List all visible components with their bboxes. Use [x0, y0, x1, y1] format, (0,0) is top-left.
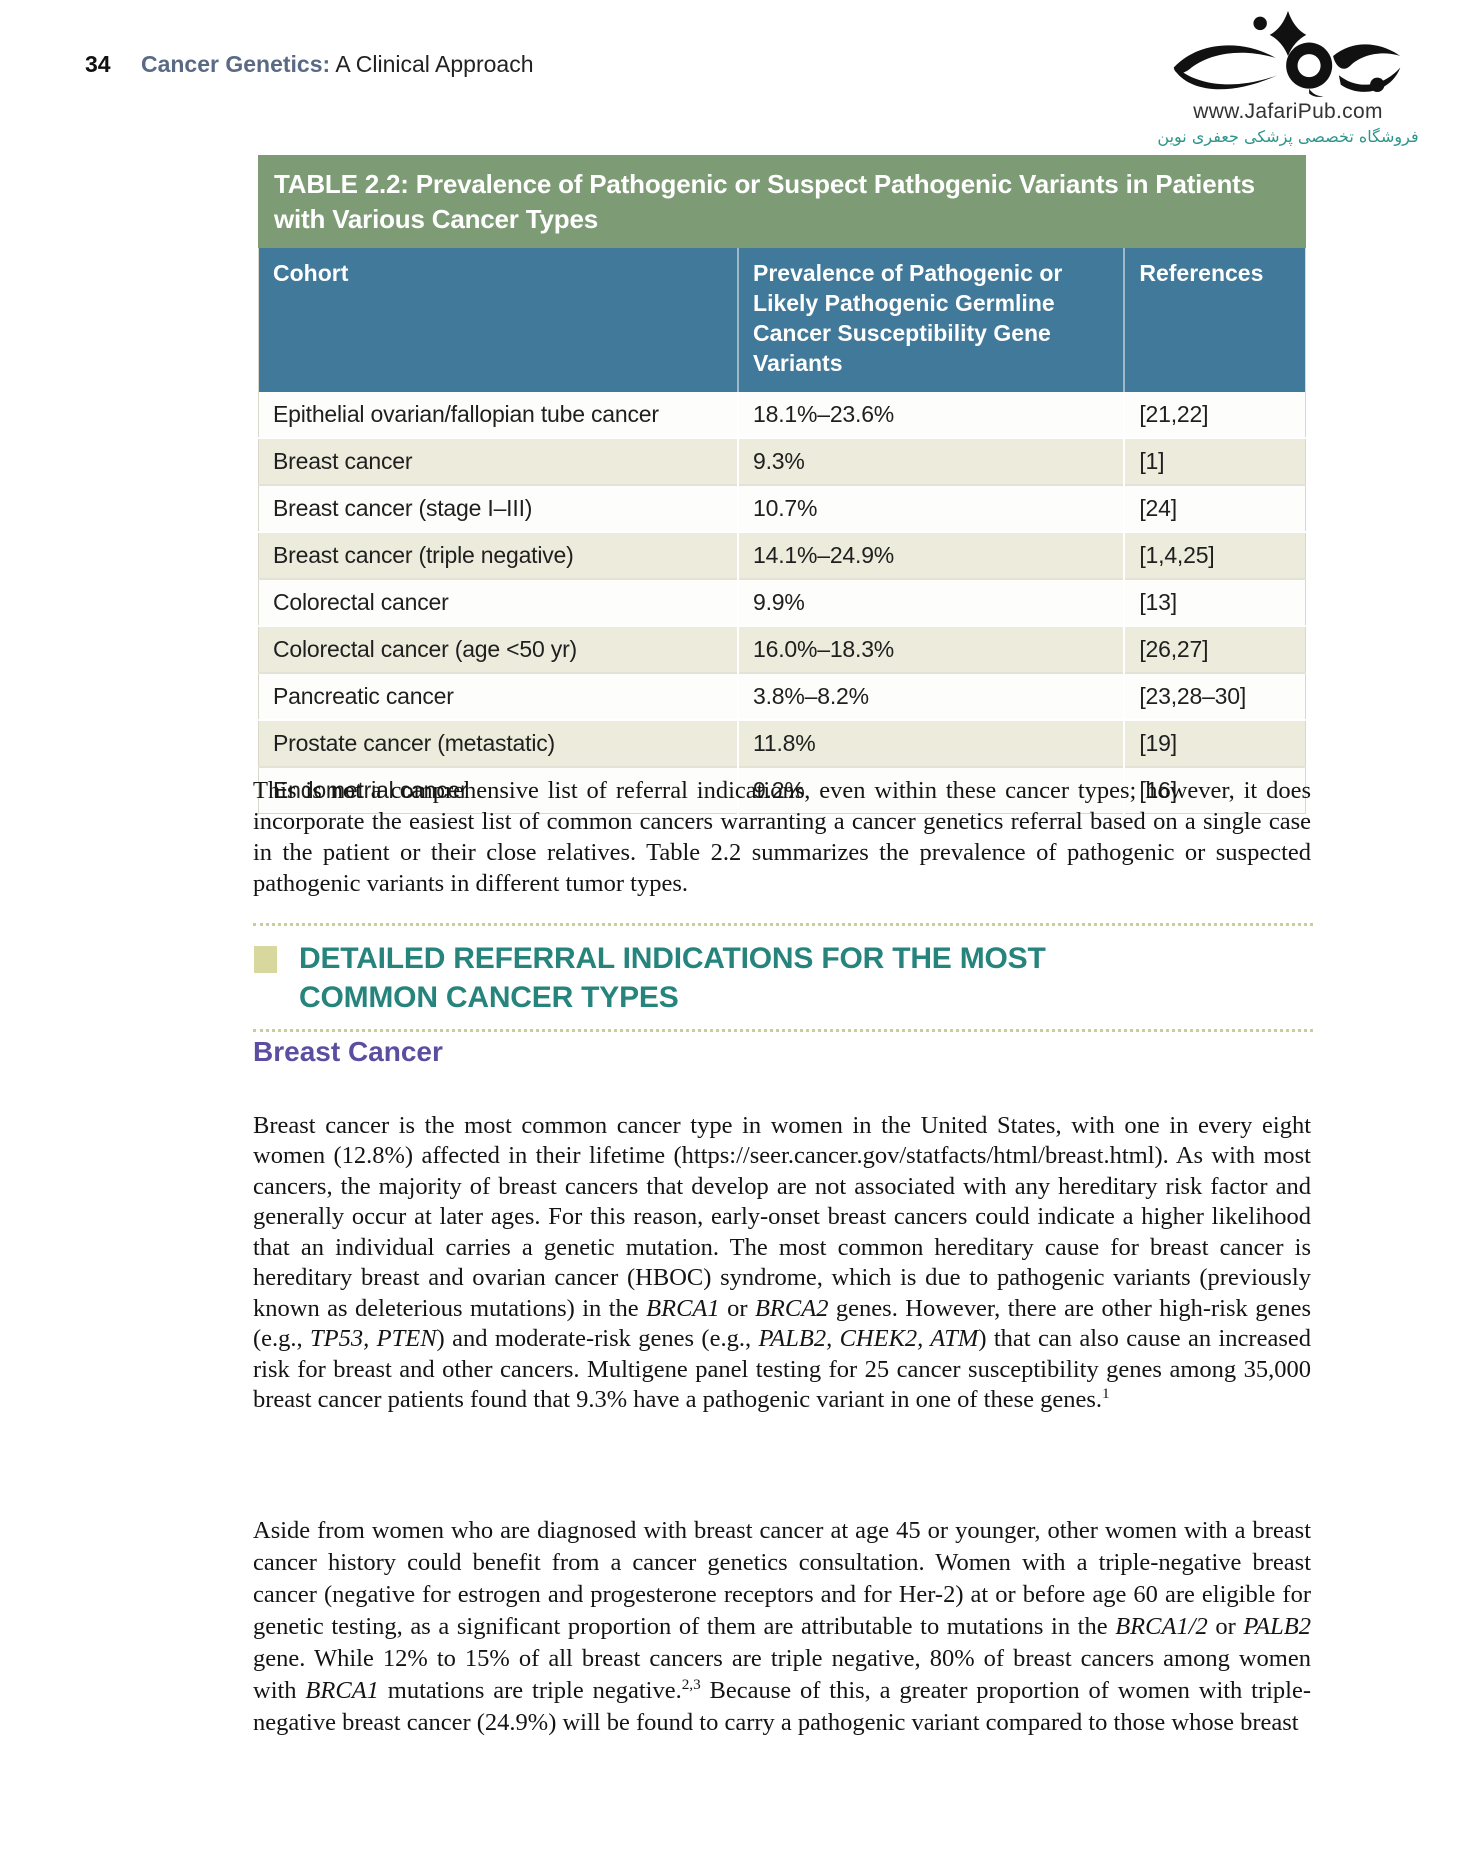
table-row: Colorectal cancer (age <50 yr) 16.0%–18.3…	[258, 625, 1306, 673]
column-header-references: References	[1123, 248, 1306, 392]
cohort-cell: Prostate cancer (metastatic)	[258, 719, 739, 767]
cohort-cell: Breast cancer (stage I–III)	[258, 484, 739, 532]
table-row: Breast cancer (triple negative) 14.1%–24.…	[258, 531, 1306, 579]
table-row: Pancreatic cancer 3.8%–8.2% [23,28–30]	[258, 672, 1306, 720]
column-header-cohort: Cohort	[258, 248, 739, 392]
cohort-cell: Pancreatic cancer	[258, 672, 739, 720]
cohort-cell: Breast cancer	[258, 437, 739, 485]
references-cell: [23,28–30]	[1123, 672, 1306, 720]
cohort-cell: Breast cancer (triple negative)	[258, 531, 739, 579]
subsection-heading-breast-cancer: Breast Cancer	[253, 1036, 443, 1067]
section-heading-block: DETAILED REFERRAL INDICATIONS FOR THE MO…	[253, 923, 1313, 1032]
table-row: Epithelial ovarian/fallopian tube cancer…	[258, 392, 1306, 438]
column-header-prevalence: Prevalence of Pathogenic or Likely Patho…	[737, 248, 1125, 392]
prevalence-cell: 9.9%	[737, 578, 1125, 626]
section-bullet-square-icon	[254, 946, 277, 973]
breast-cancer-paragraph-1: Breast cancer is the most common cancer …	[253, 1111, 1312, 1414]
table-title: TABLE 2.2: Prevalence of Pathogenic or S…	[258, 155, 1306, 248]
references-cell: [1]	[1123, 437, 1306, 485]
section-heading: DETAILED REFERRAL INDICATIONS FOR THE MO…	[299, 942, 1046, 1014]
references-cell: [19]	[1123, 719, 1306, 767]
cohort-cell: Epithelial ovarian/fallopian tube cancer	[258, 392, 739, 438]
references-cell: [1,4,25]	[1123, 531, 1306, 579]
prevalence-cell: 18.1%–23.6%	[737, 392, 1125, 438]
cohort-cell: Colorectal cancer	[258, 578, 739, 626]
table-header-row: Cohort Prevalence of Pathogenic or Likel…	[258, 248, 1306, 392]
table-row: Colorectal cancer 9.9% [13]	[258, 578, 1306, 626]
table-row: Breast cancer 9.3% [1]	[258, 437, 1306, 485]
intro-paragraph: This is not a comprehensive list of refe…	[253, 776, 1311, 897]
table-row: Breast cancer (stage I–III) 10.7% [24]	[258, 484, 1306, 532]
cohort-cell: Colorectal cancer (age <50 yr)	[258, 625, 739, 673]
prevalence-table: Cohort Prevalence of Pathogenic or Likel…	[258, 248, 1306, 814]
publisher-brand: www.JafariPub.com فروشگاه تخصصی پزشکی جع…	[1123, 8, 1453, 146]
prevalence-cell: 3.8%–8.2%	[737, 672, 1125, 720]
prevalence-cell: 9.2%	[737, 766, 1125, 814]
prevalence-cell: 10.7%	[737, 484, 1125, 532]
prevalence-cell: 11.8%	[737, 719, 1125, 767]
jafaripub-logo-icon	[1123, 8, 1453, 104]
references-cell: [26,27]	[1123, 625, 1306, 673]
prevalence-cell: 16.0%–18.3%	[737, 625, 1125, 673]
running-head-book-title: Cancer Genetics:	[140, 51, 331, 77]
cohort-cell: Endometrial cancer	[258, 766, 739, 814]
breast-cancer-paragraph-2: Aside from women who are diagnosed with …	[253, 1516, 1312, 1736]
publisher-persian-tagline: فروشگاه تخصصی پزشکی جعفری نوین	[1157, 127, 1419, 146]
table-2-2: TABLE 2.2: Prevalence of Pathogenic or S…	[258, 155, 1306, 814]
references-cell: [21,22]	[1123, 392, 1306, 438]
references-cell: [13]	[1123, 578, 1306, 626]
running-head-book-subtitle: A Clinical Approach	[335, 51, 534, 77]
references-cell: [24]	[1123, 484, 1306, 532]
prevalence-cell: 14.1%–24.9%	[737, 531, 1125, 579]
publisher-url: www.JafariPub.com	[1193, 100, 1383, 123]
page-number: 34	[85, 51, 111, 77]
table-row: Endometrial cancer 9.2% [16]	[258, 766, 1306, 814]
page-header: 34 Cancer Genetics: A Clinical Approach	[85, 50, 534, 78]
references-cell: [16]	[1123, 766, 1306, 814]
table-row: Prostate cancer (metastatic) 11.8% [19]	[258, 719, 1306, 767]
prevalence-cell: 9.3%	[737, 437, 1125, 485]
